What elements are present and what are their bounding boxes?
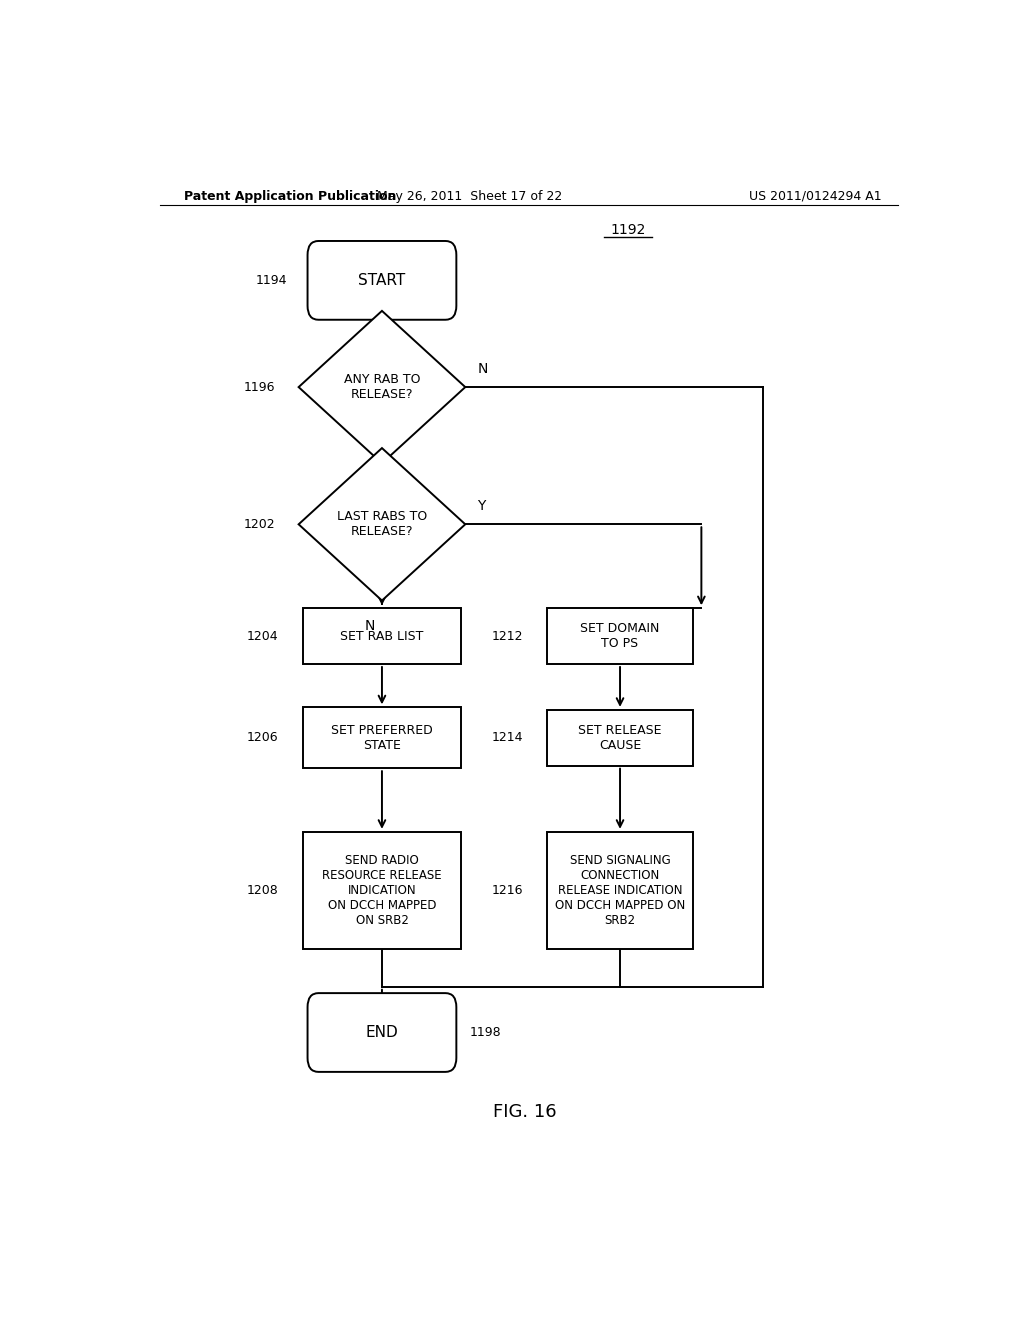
Text: 1212: 1212 bbox=[492, 630, 523, 643]
FancyBboxPatch shape bbox=[307, 993, 457, 1072]
Text: ANY RAB TO
RELEASE?: ANY RAB TO RELEASE? bbox=[344, 374, 420, 401]
Text: Patent Application Publication: Patent Application Publication bbox=[183, 190, 396, 202]
Text: N: N bbox=[477, 362, 487, 376]
Bar bbox=[303, 708, 461, 768]
Text: 1206: 1206 bbox=[247, 731, 279, 744]
Text: 1204: 1204 bbox=[247, 630, 279, 643]
Text: SET DOMAIN
TO PS: SET DOMAIN TO PS bbox=[581, 622, 659, 651]
Polygon shape bbox=[299, 447, 465, 601]
Text: 1216: 1216 bbox=[492, 883, 523, 896]
Text: SET RELEASE
CAUSE: SET RELEASE CAUSE bbox=[579, 723, 662, 752]
Bar bbox=[547, 710, 693, 766]
Polygon shape bbox=[299, 312, 465, 463]
Text: LAST RABS TO
RELEASE?: LAST RABS TO RELEASE? bbox=[337, 511, 427, 539]
Text: Y: Y bbox=[477, 499, 485, 513]
Text: 1208: 1208 bbox=[247, 883, 279, 896]
Text: N: N bbox=[365, 619, 375, 634]
Bar bbox=[303, 832, 461, 949]
Text: END: END bbox=[366, 1026, 398, 1040]
Text: FIG. 16: FIG. 16 bbox=[493, 1102, 557, 1121]
Text: May 26, 2011  Sheet 17 of 22: May 26, 2011 Sheet 17 of 22 bbox=[377, 190, 562, 202]
Text: 1214: 1214 bbox=[492, 731, 523, 744]
Text: START: START bbox=[358, 273, 406, 288]
Bar bbox=[303, 609, 461, 664]
Text: SET PREFERRED
STATE: SET PREFERRED STATE bbox=[331, 723, 433, 752]
Bar bbox=[547, 832, 693, 949]
FancyBboxPatch shape bbox=[307, 242, 457, 319]
Text: 1192: 1192 bbox=[610, 223, 646, 236]
Text: 1202: 1202 bbox=[243, 517, 274, 531]
Text: SEND RADIO
RESOURCE RELEASE
INDICATION
ON DCCH MAPPED
ON SRB2: SEND RADIO RESOURCE RELEASE INDICATION O… bbox=[323, 854, 441, 927]
Bar bbox=[547, 609, 693, 664]
Text: SEND SIGNALING
CONNECTION
RELEASE INDICATION
ON DCCH MAPPED ON
SRB2: SEND SIGNALING CONNECTION RELEASE INDICA… bbox=[555, 854, 685, 927]
Text: 1196: 1196 bbox=[244, 380, 274, 393]
Text: SET RAB LIST: SET RAB LIST bbox=[340, 630, 424, 643]
Text: US 2011/0124294 A1: US 2011/0124294 A1 bbox=[750, 190, 882, 202]
Text: 1194: 1194 bbox=[255, 273, 287, 286]
Text: 1198: 1198 bbox=[469, 1026, 501, 1039]
